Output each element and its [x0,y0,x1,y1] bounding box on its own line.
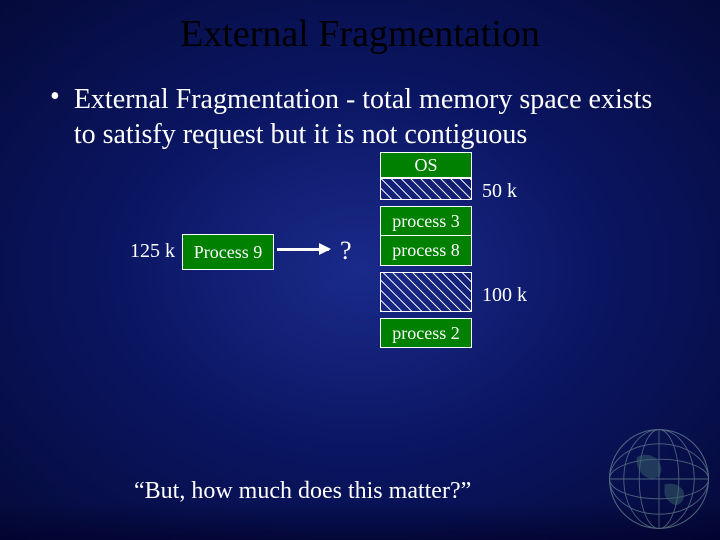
process-3-block: process 3 [380,206,472,236]
diagram: 125 k Process 9 ? OS process 3 process 8… [50,152,670,432]
globe-icon [604,424,714,534]
free2-size-label: 100 k [482,284,527,307]
bullet-marker: • [50,82,60,113]
bullet-text: External Fragmentation - total memory sp… [74,82,670,152]
slide-title: External Fragmentation [0,0,720,56]
free1-size-label: 50 k [482,180,517,203]
os-block: OS [380,152,472,178]
arrow-icon [277,248,329,251]
footer-quote: “But, how much does this matter?” [134,478,471,505]
memory-stack: OS process 3 process 8 process 2 [380,152,472,348]
content-area: • External Fragmentation - total memory … [0,56,720,432]
free-block-1 [380,178,472,200]
process-8-block: process 8 [380,236,472,266]
bullet-item: • External Fragmentation - total memory … [50,82,670,152]
free-block-2 [380,272,472,312]
process-2-block: process 2 [380,318,472,348]
incoming-process-box: Process 9 [182,234,274,270]
question-mark: ? [340,236,352,266]
incoming-size-label: 125 k [130,240,175,263]
